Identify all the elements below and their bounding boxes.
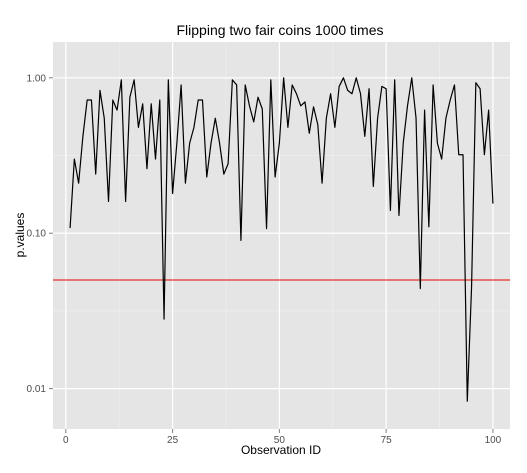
- x-tick-label: 100: [485, 435, 502, 446]
- x-axis-title: Observation ID: [241, 443, 321, 457]
- y-tick-label: 0.10: [27, 229, 47, 240]
- p-values-series-line: [69, 77, 494, 402]
- x-tick-label: 0: [63, 435, 69, 446]
- y-axis-title: p.values: [13, 213, 27, 258]
- major-grid: [53, 42, 510, 429]
- y-tick-label: 0.01: [27, 384, 47, 395]
- chart-title: Flipping two fair coins 1000 times: [177, 22, 384, 38]
- y-axis-ticks: 0.01 0.10 1.00: [27, 73, 53, 395]
- x-tick-label: 50: [274, 435, 286, 446]
- x-tick-label: 25: [167, 435, 179, 446]
- x-axis-ticks: 0 25 50 75 100: [63, 429, 502, 446]
- x-tick-label: 75: [381, 435, 393, 446]
- y-tick-label: 1.00: [27, 73, 47, 84]
